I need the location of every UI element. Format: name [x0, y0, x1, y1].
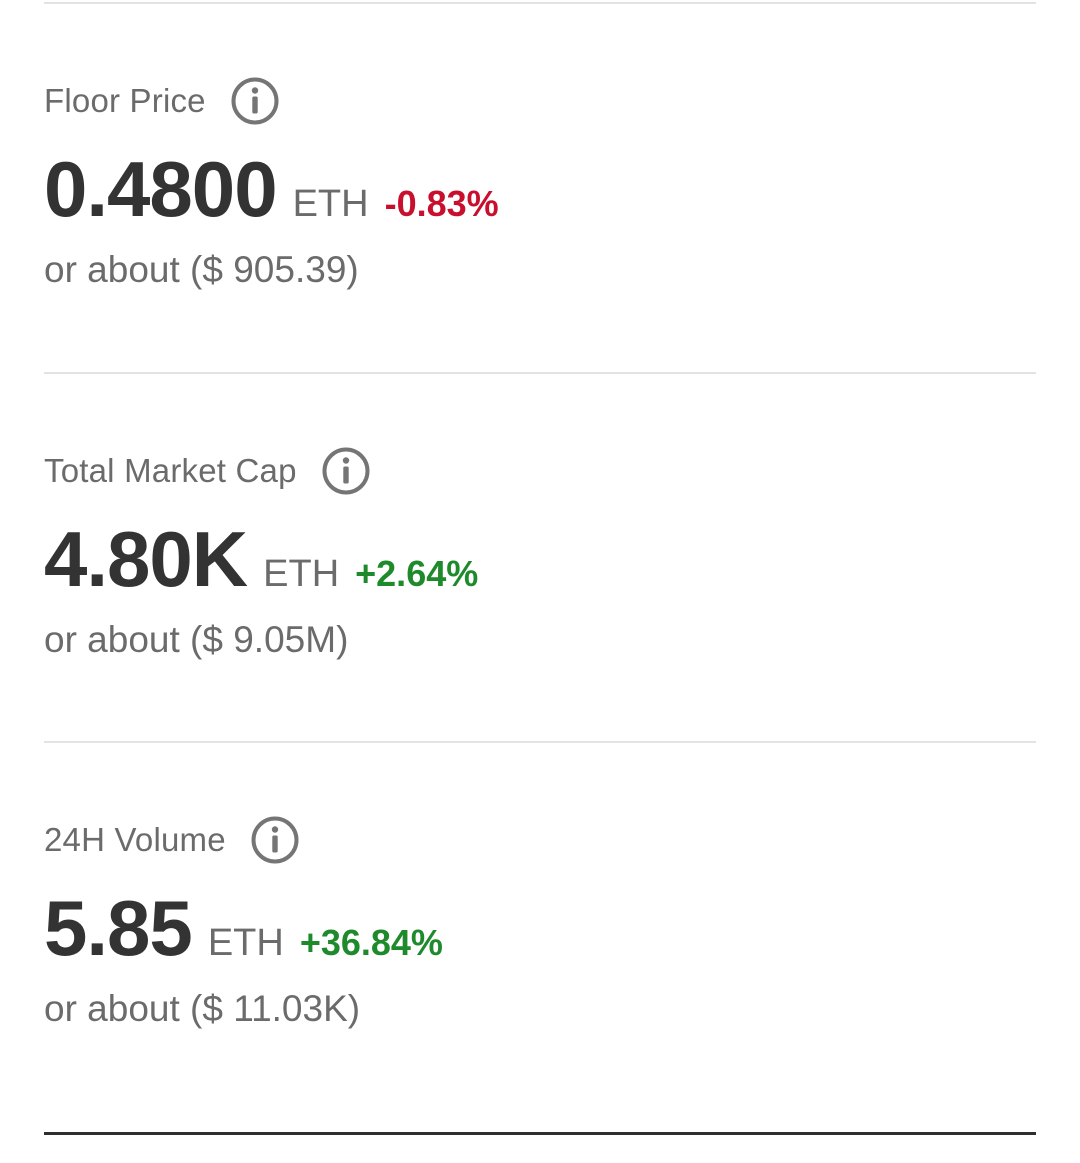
section-divider [44, 372, 1036, 374]
market-cap-label: Total Market Cap [44, 452, 297, 489]
market-cap-value-row: 4.80K ETH +2.64% [44, 517, 1036, 601]
volume-change: +36.84% [299, 922, 443, 963]
floor-price-value-row: 0.4800 ETH -0.83% [44, 147, 1036, 231]
usd-prefix: or about ($ [44, 619, 234, 660]
usd-suffix: ) [347, 988, 361, 1029]
floor-price-label-row: Floor Price [44, 75, 1036, 127]
market-cap-usd: or about ($ 9.05M) [44, 619, 1036, 661]
market-cap-change: +2.64% [355, 553, 479, 594]
floor-price-stat: Floor Price 0.4800 ETH -0.83% or about (… [44, 75, 1036, 291]
info-icon[interactable] [230, 76, 280, 126]
usd-prefix: or about ($ [44, 249, 234, 290]
floor-price-value: 0.4800 [44, 145, 278, 233]
floor-price-unit: ETH [292, 183, 369, 225]
market-cap-unit: ETH [263, 553, 340, 595]
volume-usd: or about ($ 11.03K) [44, 988, 1036, 1030]
info-icon[interactable] [250, 815, 300, 865]
floor-price-change: -0.83% [384, 183, 499, 224]
floor-price-usd: or about ($ 905.39) [44, 249, 1036, 291]
floor-price-label: Floor Price [44, 82, 206, 119]
market-cap-stat: Total Market Cap 4.80K ETH +2.64% or abo… [44, 445, 1036, 661]
usd-value: 11.03K [233, 988, 348, 1029]
usd-suffix: ) [336, 619, 349, 660]
usd-value: 9.05M [233, 619, 337, 660]
market-cap-label-row: Total Market Cap [44, 445, 1036, 497]
volume-value-row: 5.85 ETH +36.84% [44, 886, 1036, 970]
section-divider [44, 741, 1036, 743]
market-cap-value: 4.80K [44, 515, 248, 603]
top-divider [44, 2, 1036, 4]
volume-label-row: 24H Volume [44, 814, 1036, 866]
info-icon[interactable] [321, 446, 371, 496]
volume-label: 24H Volume [44, 821, 226, 858]
volume-stat: 24H Volume 5.85 ETH +36.84% or about ($ … [44, 814, 1036, 1030]
bottom-divider [44, 1132, 1036, 1135]
usd-suffix: ) [346, 249, 359, 290]
volume-value: 5.85 [44, 884, 193, 972]
usd-value: 905.39 [233, 249, 347, 290]
volume-unit: ETH [207, 922, 284, 964]
usd-prefix: or about ($ [44, 988, 234, 1029]
